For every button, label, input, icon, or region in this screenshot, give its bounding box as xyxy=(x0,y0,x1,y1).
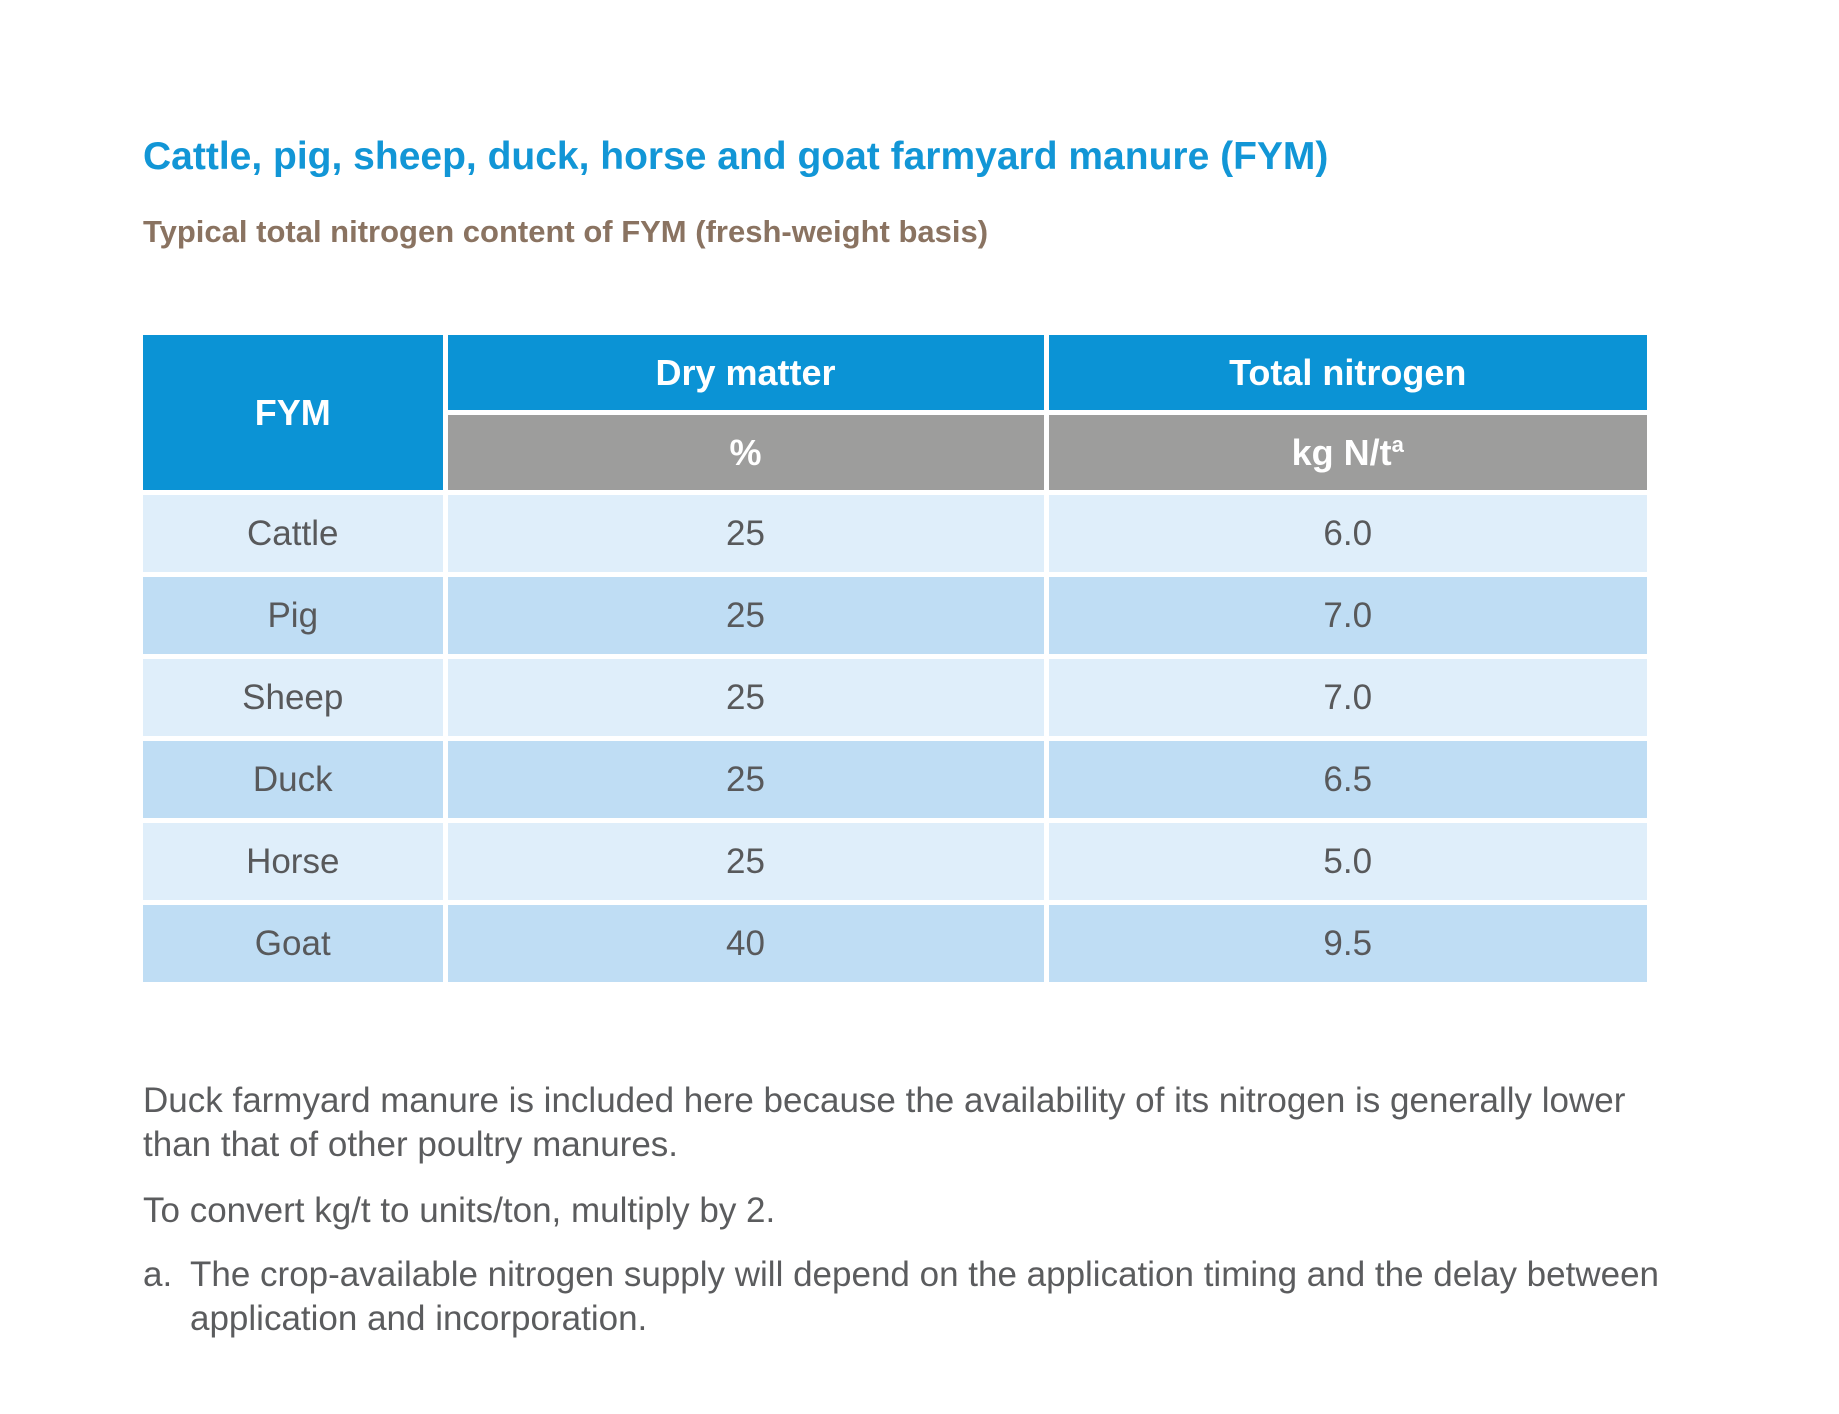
fym-cell: Horse xyxy=(143,820,448,905)
total-nitrogen-cell: 6.0 xyxy=(1046,492,1647,577)
footnote-label: a. xyxy=(143,1255,173,1294)
dry-matter-cell: 25 xyxy=(445,820,1049,905)
footnote-marker-a: a xyxy=(1391,431,1404,457)
total-nitrogen-cell: 7.0 xyxy=(1046,574,1647,659)
fym-cell: Cattle xyxy=(143,492,448,577)
dry-matter-cell: 25 xyxy=(445,656,1049,741)
dry-matter-cell: 25 xyxy=(445,738,1049,823)
total-nitrogen-cell: 7.0 xyxy=(1046,656,1647,741)
dry-matter-cell: 25 xyxy=(445,492,1049,577)
duck-manure-note: Duck farmyard manure is included here be… xyxy=(143,1081,1626,1164)
total-nitrogen-cell: 6.5 xyxy=(1046,738,1647,823)
table-header: FYM Dry matter Total nitrogen % kg N/ta xyxy=(143,335,1647,495)
table-row-goat: Goat 40 9.5 xyxy=(143,902,1647,982)
total-nitrogen-cell: 5.0 xyxy=(1046,820,1647,905)
table-body: Cattle 25 6.0 Pig 25 7.0 Sheep 25 7.0 Du… xyxy=(143,492,1647,982)
unit-label: kg N/t xyxy=(1291,431,1392,473)
table-row-sheep: Sheep 25 7.0 xyxy=(143,656,1647,741)
footnote-text: The crop-available nitrogen supply will … xyxy=(190,1255,1660,1338)
column-header-total-nitrogen: Total nitrogen xyxy=(1046,335,1647,415)
header-row-units: % kg N/ta xyxy=(143,412,1647,495)
page-subtitle: Typical total nitrogen content of FYM (f… xyxy=(143,214,989,249)
conversion-note: To convert kg/t to units/ton, multiply b… xyxy=(143,1191,776,1230)
table-row-pig: Pig 25 7.0 xyxy=(143,574,1647,659)
page-title: Cattle, pig, sheep, duck, horse and goat… xyxy=(143,135,1329,178)
unit-header-percent: % xyxy=(445,412,1049,495)
table-row-horse: Horse 25 5.0 xyxy=(143,820,1647,905)
table-row-duck: Duck 25 6.5 xyxy=(143,738,1647,823)
fym-cell: Duck xyxy=(143,738,448,823)
table-row-cattle: Cattle 25 6.0 xyxy=(143,492,1647,577)
fym-cell: Sheep xyxy=(143,656,448,741)
total-nitrogen-cell: 9.5 xyxy=(1046,902,1647,982)
dry-matter-cell: 25 xyxy=(445,574,1049,659)
footnote-a: a. The crop-available nitrogen supply wi… xyxy=(143,1253,1663,1341)
fym-cell: Pig xyxy=(143,574,448,659)
header-row-main: FYM Dry matter Total nitrogen xyxy=(143,335,1647,495)
fym-cell: Goat xyxy=(143,902,448,982)
dry-matter-cell: 40 xyxy=(445,902,1049,982)
column-header-fym: FYM xyxy=(143,335,448,495)
fym-nitrogen-table: FYM Dry matter Total nitrogen % kg N/ta … xyxy=(143,335,1647,982)
column-header-dry-matter: Dry matter xyxy=(445,335,1049,415)
unit-header-kg-n-per-t: kg N/ta xyxy=(1046,412,1647,495)
